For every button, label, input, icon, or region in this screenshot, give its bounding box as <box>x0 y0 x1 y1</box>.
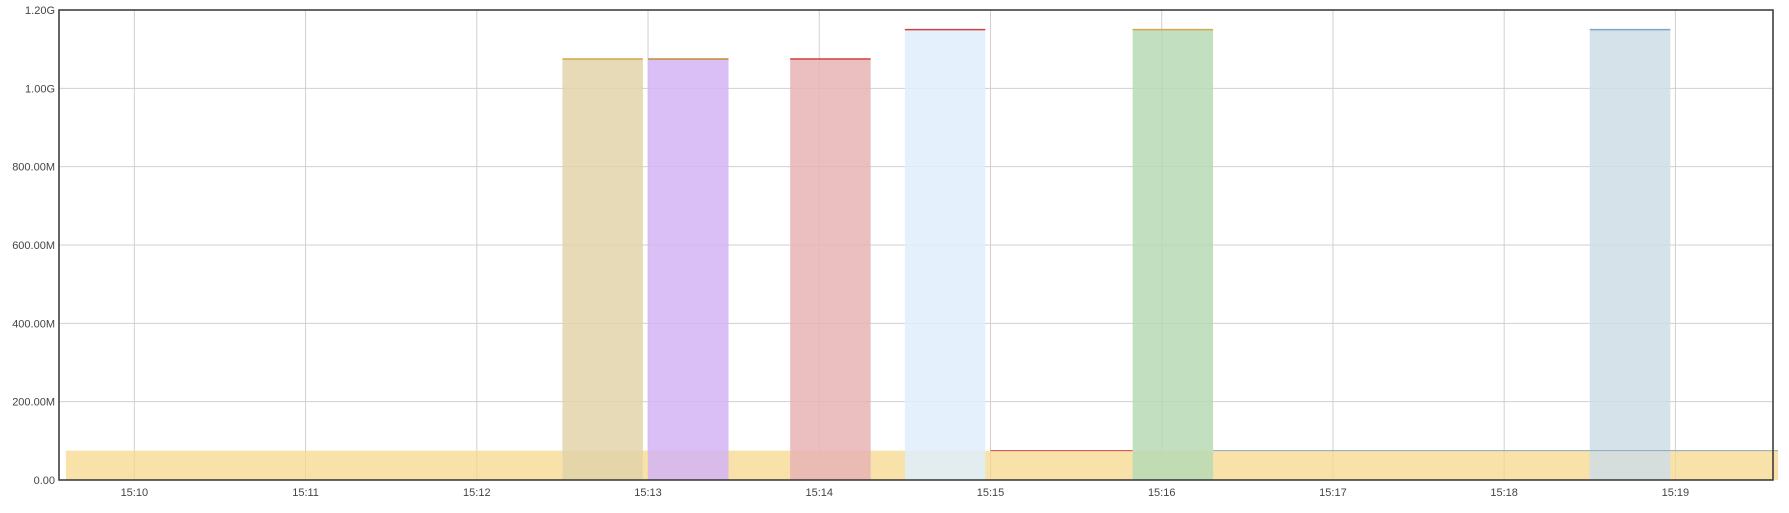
x-tick-label: 15:18 <box>1490 487 1518 499</box>
x-tick-label: 15:13 <box>634 487 662 499</box>
series-bar-3 <box>790 58 871 480</box>
x-tick-label: 15:12 <box>463 487 491 499</box>
x-axis-labels: 15:10 15:11 15:12 15:13 15:14 15:15 15:16 15:17… <box>121 487 1690 499</box>
y-tick-label: 400.00M <box>12 318 55 330</box>
series-bar-1 <box>562 58 643 480</box>
x-tick-label: 15:10 <box>121 487 149 499</box>
x-tick-label: 15:19 <box>1662 487 1690 499</box>
x-tick-label: 15:15 <box>977 487 1005 499</box>
y-axis-labels: 0.00 200.00M 400.00M 600.00M 800.00M 1.00G 1.2… <box>12 5 55 487</box>
y-tick-label: 0.00 <box>34 475 55 487</box>
series-bar-5 <box>1132 29 1214 480</box>
plot-frame <box>58 9 1774 481</box>
x-tick-label: 15:17 <box>1319 487 1347 499</box>
x-tick-label: 15:11 <box>292 487 319 499</box>
edge-layer <box>562 28 1779 452</box>
bars-layer <box>562 29 1671 480</box>
series-bar-4 <box>904 29 986 480</box>
y-tick-label: 200.00M <box>12 397 55 409</box>
y-tick-label: 1.00G <box>25 83 55 95</box>
series-bar-2 <box>648 58 729 480</box>
y-tick-label: 1.20G <box>25 5 55 17</box>
x-tick-label: 15:16 <box>1148 487 1176 499</box>
x-tick-label: 15:14 <box>805 487 833 499</box>
series-bar-6 <box>1589 29 1671 480</box>
y-tick-label: 800.00M <box>12 162 55 174</box>
y-tick-label: 600.00M <box>12 240 55 252</box>
